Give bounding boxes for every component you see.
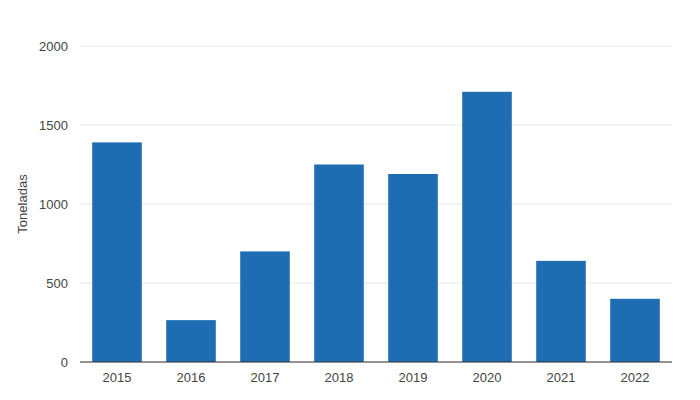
x-axis-line	[80, 362, 672, 363]
x-tick-label: 2016	[177, 370, 206, 385]
x-tick-label: 2018	[325, 370, 354, 385]
bar	[314, 165, 364, 363]
y-axis-label: Toneladas	[15, 174, 30, 234]
x-tick-label: 2021	[547, 370, 576, 385]
x-tick-label: 2015	[103, 370, 132, 385]
y-tick-label: 500	[46, 276, 68, 291]
y-tick-label: 2000	[39, 39, 68, 54]
chart-svg: 0 500 1000 1500 2000 Toneladas 2015 2016 2017 201…	[0, 0, 700, 400]
y-tick-label: 0	[61, 355, 68, 370]
grid-line	[80, 125, 672, 126]
x-tick-label: 2020	[473, 370, 502, 385]
bar	[388, 174, 438, 362]
x-tick-label: 2019	[399, 370, 428, 385]
y-tick-label: 1000	[39, 197, 68, 212]
bar	[92, 142, 142, 362]
x-tick-label: 2022	[621, 370, 650, 385]
y-tick-label: 1500	[39, 118, 68, 133]
bar	[166, 320, 216, 362]
grid-line	[80, 204, 672, 205]
chart-container: 0 500 1000 1500 2000 Toneladas 2015 2016 2017 201…	[0, 0, 700, 400]
bar	[610, 299, 660, 362]
bar	[536, 261, 586, 362]
grid-line	[80, 46, 672, 47]
x-tick-label: 2017	[251, 370, 280, 385]
bar	[240, 251, 290, 362]
grid-line	[80, 362, 672, 363]
bar	[462, 92, 512, 362]
bars	[92, 92, 660, 362]
